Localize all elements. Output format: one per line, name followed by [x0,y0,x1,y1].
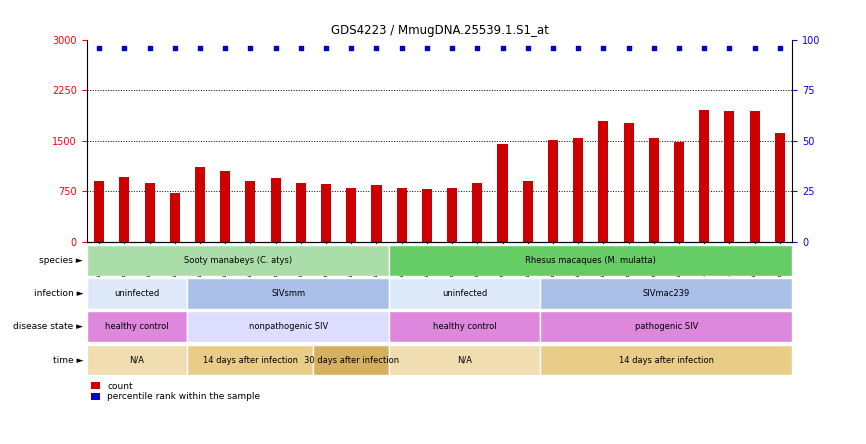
Point [647,44,661,52]
Bar [270,178,281,242]
Text: N/A: N/A [130,356,145,365]
Bar [87,245,389,276]
Point [345,44,359,52]
Bar [245,182,255,242]
Text: Rhesus macaques (M. mulatta): Rhesus macaques (M. mulatta) [526,256,656,265]
Point [395,44,409,52]
Title: GDS4223 / MmugDNA.25539.1.S1_at: GDS4223 / MmugDNA.25539.1.S1_at [331,24,548,37]
Text: healthy control: healthy control [433,322,496,331]
Point [218,44,232,52]
Bar [170,194,180,242]
Text: uninfected: uninfected [442,289,488,298]
Bar [447,188,457,242]
Point [546,44,559,52]
Text: SIVsmm: SIVsmm [271,289,306,298]
Point [772,44,786,52]
Point [118,44,132,52]
Bar [187,311,389,342]
Bar [145,183,155,242]
Bar [540,345,792,376]
Point [520,44,534,52]
Bar [750,111,759,242]
Text: 14 days after infection: 14 days after infection [619,356,714,365]
Text: nonpathogenic SIV: nonpathogenic SIV [249,322,328,331]
Bar [422,190,432,242]
Bar [187,345,313,376]
Text: healthy control: healthy control [105,322,169,331]
Point [370,44,384,52]
Point [168,44,182,52]
Point [470,44,484,52]
Point [320,44,333,52]
Bar [313,345,389,376]
Bar [397,188,407,242]
Bar [548,139,558,242]
Text: Sooty manabeys (C. atys): Sooty manabeys (C. atys) [184,256,292,265]
Text: 14 days after infection: 14 days after infection [203,356,298,365]
Point [747,44,761,52]
Text: 30 days after infection: 30 days after infection [304,356,399,365]
Bar [598,122,609,242]
Bar [472,183,482,242]
Bar [120,177,129,242]
Bar [724,111,734,242]
Text: infection ►: infection ► [34,289,83,298]
Point [143,44,157,52]
Bar [87,345,187,376]
Point [572,44,585,52]
Bar [624,123,634,242]
Point [722,44,736,52]
Point [420,44,434,52]
Point [697,44,711,52]
Bar [372,186,382,242]
Point [193,44,207,52]
Bar [389,278,540,309]
Bar [540,311,792,342]
Bar [220,171,230,242]
Bar [87,311,187,342]
Bar [187,278,389,309]
Text: pathogenic SIV: pathogenic SIV [635,322,698,331]
Bar [389,345,540,376]
Point [597,44,611,52]
Text: SIVmac239: SIVmac239 [643,289,690,298]
Bar [497,144,507,242]
Point [243,44,257,52]
Bar [389,245,792,276]
Bar [649,138,659,242]
Point [268,44,282,52]
Point [445,44,459,52]
Text: uninfected: uninfected [114,289,159,298]
Bar [94,182,104,242]
Point [294,44,307,52]
Text: time ►: time ► [53,356,83,365]
Bar [775,133,785,242]
Bar [573,138,583,242]
Bar [195,166,205,242]
Text: N/A: N/A [457,356,472,365]
Bar [346,188,356,242]
Text: species ►: species ► [40,256,83,265]
Bar [674,142,684,242]
Bar [389,311,540,342]
Point [672,44,686,52]
Bar [523,182,533,242]
Bar [87,278,187,309]
Point [622,44,636,52]
Bar [699,110,709,242]
Point [93,44,107,52]
Legend: count, percentile rank within the sample: count, percentile rank within the sample [91,382,261,401]
Text: disease state ►: disease state ► [13,322,83,331]
Point [495,44,509,52]
Bar [321,184,331,242]
Bar [540,278,792,309]
Bar [296,183,306,242]
